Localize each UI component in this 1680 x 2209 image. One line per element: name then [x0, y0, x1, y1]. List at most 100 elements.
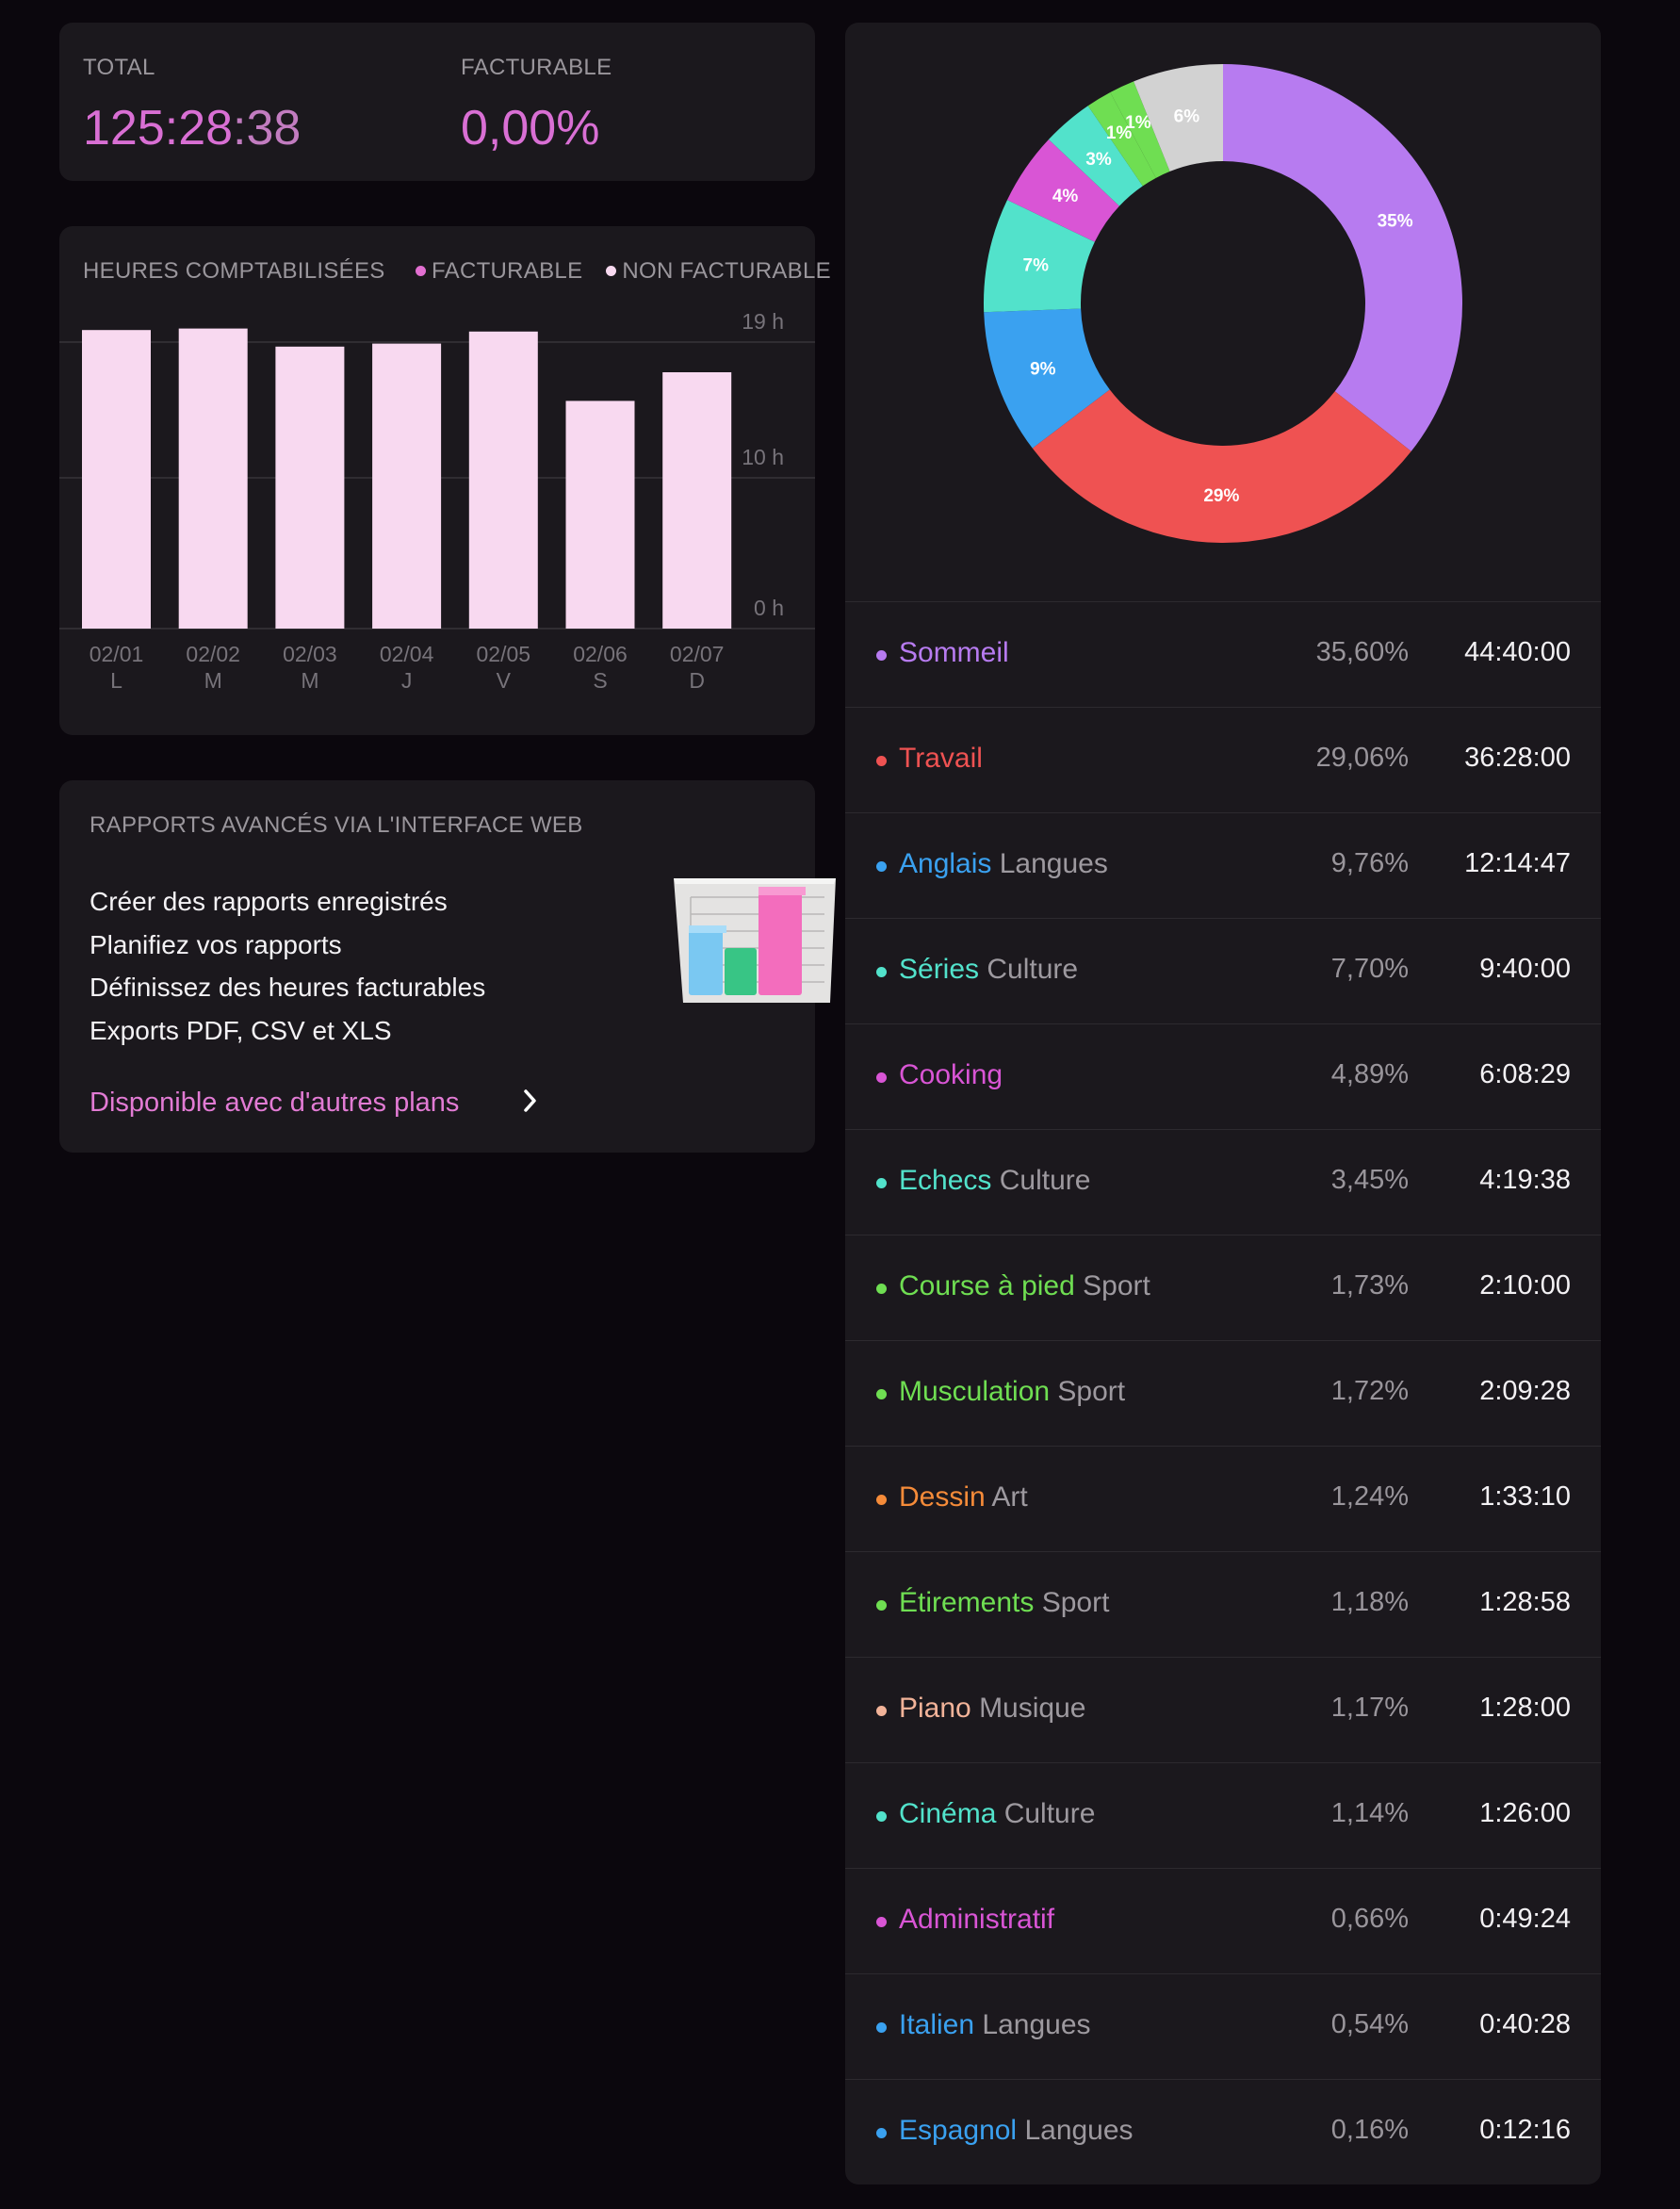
activity-title: Sommeil [899, 637, 1009, 668]
activity-title: Cinéma [899, 1798, 997, 1829]
activity-category: Langues [991, 848, 1108, 879]
activity-color-dot [876, 861, 887, 872]
activity-duration: 0:40:28 [1479, 2009, 1571, 2039]
activity-name: Espagnol Langues [899, 2115, 1134, 2147]
donut-slice[interactable] [1223, 64, 1462, 451]
activity-row[interactable]: Travail 29,06% 36:28:00 [845, 707, 1601, 812]
illus-bar-pink-top [758, 887, 806, 895]
x-tick-date: 02/06 [573, 642, 628, 666]
bar-nonbillable[interactable] [275, 346, 345, 629]
activity-percent: 35,60% [1315, 637, 1409, 667]
donut-slice[interactable] [1032, 389, 1411, 544]
activity-name: Anglais Langues [899, 848, 1108, 880]
donut-slice-label: 6% [1174, 107, 1200, 127]
activity-duration: 0:12:16 [1479, 2115, 1571, 2145]
x-tick-day: V [497, 668, 512, 693]
activity-color-dot [876, 1178, 887, 1188]
activity-row[interactable]: Étirements Sport 1,18% 1:28:58 [845, 1551, 1601, 1657]
activity-row[interactable]: Musculation Sport 1,72% 2:09:28 [845, 1340, 1601, 1446]
activity-duration: 1:26:00 [1479, 1798, 1571, 1828]
total-label: TOTAL [83, 55, 155, 80]
reports-feature-item: Planifiez vos rapports [90, 929, 342, 959]
activity-percent: 3,45% [1330, 1165, 1409, 1195]
activity-row[interactable]: Anglais Langues 9,76% 12:14:47 [845, 812, 1601, 918]
activity-row[interactable]: Sommeil 35,60% 44:40:00 [845, 601, 1601, 707]
activity-title: Italien [899, 2009, 975, 2040]
hours-chart-legend: FACTURABLE NON FACTURABLE [416, 258, 831, 285]
activity-row[interactable]: Italien Langues 0,54% 0:40:28 [845, 1973, 1601, 2079]
bar-nonbillable[interactable] [565, 401, 635, 629]
activity-category: Langues [974, 2009, 1091, 2040]
activity-row[interactable]: Course à pied Sport 1,73% 2:10:00 [845, 1235, 1601, 1340]
bar-nonbillable[interactable] [372, 343, 442, 629]
bar-nonbillable[interactable] [178, 328, 248, 629]
activity-name: Administratif [899, 1904, 1054, 1936]
activity-row[interactable]: Cinéma Culture 1,14% 1:26:00 [845, 1762, 1601, 1868]
illus-paper-edge [674, 878, 836, 884]
y-tick-label: 0 h [754, 596, 784, 620]
activity-category: Sport [1050, 1376, 1126, 1407]
donut-slice[interactable] [1134, 64, 1223, 172]
activity-name: Echecs Culture [899, 1165, 1090, 1197]
legend-billable-dot [416, 266, 426, 277]
activity-row[interactable]: Administratif 0,66% 0:49:24 [845, 1868, 1601, 1973]
illus-bar-blue [689, 927, 723, 995]
donut-slice[interactable] [1006, 139, 1119, 242]
activity-row[interactable]: Piano Musique 1,17% 1:28:00 [845, 1657, 1601, 1762]
activity-name: Cooking [899, 1059, 1003, 1091]
activity-title: Course à pied [899, 1270, 1075, 1301]
bar-nonbillable[interactable] [468, 331, 538, 629]
x-tick-day: J [401, 668, 413, 693]
activity-row[interactable]: Cooking 4,89% 6:08:29 [845, 1023, 1601, 1129]
activity-color-dot [876, 1917, 887, 1927]
other-plans-link[interactable]: Disponible avec d'autres plans [90, 1088, 536, 1119]
legend-nonbillable-dot [606, 266, 617, 277]
donut-slice-label: 1% [1125, 113, 1151, 133]
activity-name: Course à pied Sport [899, 1270, 1150, 1302]
bar-nonbillable[interactable] [82, 330, 151, 629]
activity-title: Séries [899, 954, 980, 985]
reports-title: RAPPORTS AVANCÉS VIA L'INTERFACE WEB [90, 812, 583, 838]
donut-slice[interactable] [984, 200, 1095, 313]
activity-name: Italien Langues [899, 2009, 1091, 2041]
activity-color-dot [876, 756, 887, 766]
activity-row[interactable]: Espagnol Langues 0,16% 0:12:16 [845, 2079, 1601, 2184]
activity-color-dot [876, 967, 887, 977]
activity-percent: 9,76% [1330, 848, 1409, 878]
activity-percent: 1,14% [1330, 1798, 1409, 1828]
activity-duration: 1:28:58 [1479, 1587, 1571, 1617]
x-tick-date: 02/02 [186, 642, 240, 666]
activity-percent: 0,66% [1330, 1904, 1409, 1934]
activity-duration: 1:33:10 [1479, 1481, 1571, 1512]
reports-feature-item: Exports PDF, CSV et XLS [90, 1015, 392, 1045]
total-hours-minutes: 125:28 [83, 101, 234, 155]
hours-chart-card: HEURES COMPTABILISÉES FACTURABLE NON FAC… [59, 226, 831, 735]
totals-card: TOTAL FACTURABLE 125:28:38 0,00% [59, 23, 815, 181]
donut-slice[interactable] [1110, 81, 1170, 178]
hours-bar-chart: 0 h10 h19 h02/01L02/02M02/03M02/04J02/05… [59, 309, 815, 693]
activity-color-dot [876, 1600, 887, 1611]
activity-row[interactable]: Dessin Art 1,24% 1:33:10 [845, 1446, 1601, 1551]
legend-billable-label: FACTURABLE [432, 258, 583, 284]
activity-row[interactable]: Echecs Culture 3,45% 4:19:38 [845, 1129, 1601, 1235]
donut-slice-label: 7% [1023, 256, 1050, 276]
activity-name: Musculation Sport [899, 1376, 1125, 1408]
activity-color-dot [876, 1706, 887, 1716]
activity-duration: 1:28:00 [1479, 1693, 1571, 1723]
activity-category: Musique [970, 1693, 1086, 1724]
donut-slice[interactable] [1087, 91, 1156, 187]
activity-duration: 36:28:00 [1464, 743, 1571, 773]
donut-slice-label: 29% [1203, 486, 1239, 506]
activity-row[interactable]: Séries Culture 7,70% 9:40:00 [845, 918, 1601, 1023]
activity-color-dot [876, 1284, 887, 1294]
activity-title: Piano [899, 1693, 971, 1724]
activity-color-dot [876, 2128, 887, 2138]
activity-percent: 29,06% [1315, 743, 1409, 773]
activity-title: Musculation [899, 1376, 1051, 1407]
donut-slice[interactable] [1048, 106, 1143, 206]
activity-percent: 1,24% [1330, 1481, 1409, 1512]
billable-label: FACTURABLE [461, 55, 612, 80]
donut-slice-label: 3% [1085, 150, 1112, 170]
bar-nonbillable[interactable] [662, 372, 732, 629]
donut-slice[interactable] [984, 308, 1110, 449]
